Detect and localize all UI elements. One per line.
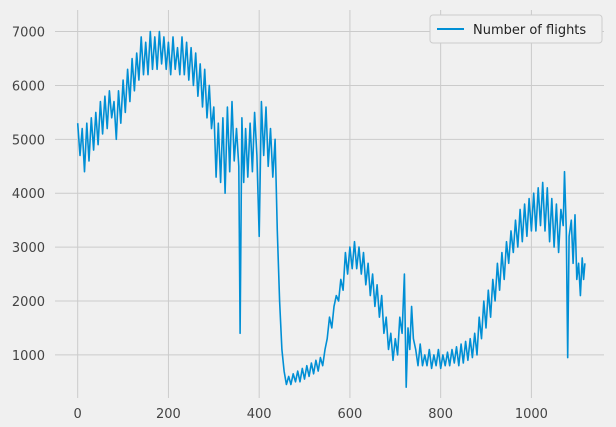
y-tick-label: 3000 [12, 241, 45, 256]
y-tick-label: 4000 [12, 187, 45, 202]
y-tick-label: 6000 [12, 79, 45, 94]
x-tick-label: 200 [156, 407, 181, 422]
series-lines [76, 30, 586, 389]
tick-labels: 0 200 400 600 800 1000 1000 2000 3000 4000 5000 600… [12, 26, 548, 422]
x-tick-label: 400 [247, 407, 272, 422]
legend-box [429, 14, 603, 44]
series-line-number-of-flights [76, 30, 586, 389]
legend-label-number-of-flights: Number of flights [473, 23, 586, 38]
x-tick-label: 600 [338, 407, 363, 422]
legend: Number of flights [429, 14, 603, 44]
y-tick-label: 5000 [12, 133, 45, 148]
y-tick-label: 2000 [12, 295, 45, 310]
y-tick-label: 7000 [12, 26, 45, 41]
x-tick-label: 1000 [515, 407, 548, 422]
y-tick-label: 1000 [12, 349, 45, 364]
x-tick-label: 800 [428, 407, 453, 422]
x-tick-label: 0 [74, 407, 82, 422]
